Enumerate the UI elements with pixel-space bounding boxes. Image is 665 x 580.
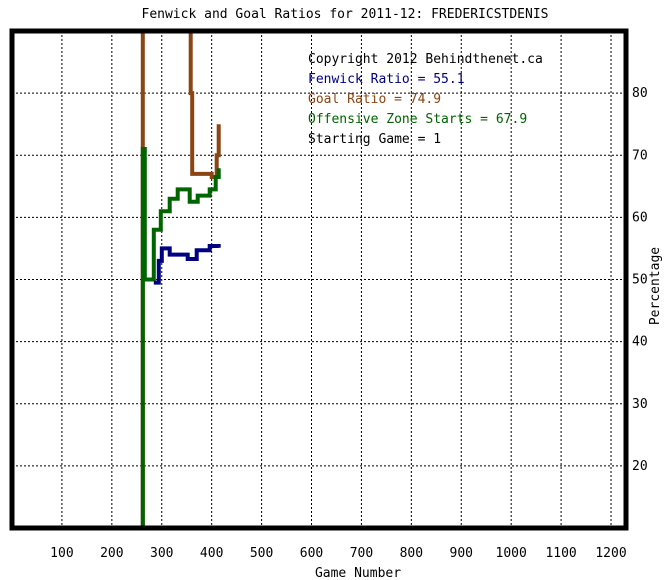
x-tick-label: 300: [150, 546, 173, 561]
fenwick-series-line: [153, 244, 221, 285]
x-tick-labels: 100 200 300 400 500 600 700 800 900 1000 1100 1200: [50, 546, 627, 561]
legend-starting-game: Starting Game = 1: [308, 132, 441, 147]
legend-copyright: Copyright 2012 Behindthenet.ca: [308, 52, 543, 67]
x-tick-label: 500: [250, 546, 273, 561]
x-tick-label: 1000: [496, 546, 527, 561]
x-tick-label: 600: [300, 546, 323, 561]
plot-frame: [9, 28, 629, 531]
x-axis-label: Game Number: [315, 566, 401, 580]
goal-series-line: [188, 31, 221, 179]
x-tick-label: 200: [100, 546, 123, 561]
legend-fenwick: Fenwick Ratio = 55.1: [308, 72, 465, 87]
grid: [12, 31, 626, 528]
y-tick-label: 50: [632, 273, 648, 288]
series-group: [140, 31, 221, 528]
y-axis-label: Percentage: [648, 247, 663, 325]
y-tick-label: 80: [632, 86, 648, 101]
x-tick-label: 800: [400, 546, 423, 561]
x-tick-label: 1100: [545, 546, 576, 561]
legend-ozone: Offensive Zone Starts = 67.9: [308, 112, 527, 127]
x-tick-label: 900: [450, 546, 473, 561]
y-tick-labels: 20 30 40 50 60 70 80: [632, 86, 648, 474]
legend-goal: Goal Ratio = 74.9: [308, 92, 441, 107]
chart-title: Fenwick and Goal Ratios for 2011-12: FRE…: [142, 7, 549, 22]
y-tick-label: 30: [632, 397, 648, 412]
ozone-series-line: [140, 147, 221, 528]
x-tick-label: 400: [200, 546, 223, 561]
y-tick-label: 20: [632, 459, 648, 474]
x-tick-label: 1200: [595, 546, 626, 561]
x-tick-label: 700: [350, 546, 373, 561]
y-tick-label: 40: [632, 335, 648, 350]
y-tick-label: 60: [632, 210, 648, 225]
x-tick-label: 100: [50, 546, 73, 561]
legend: Copyright 2012 Behindthenet.ca Fenwick R…: [308, 52, 543, 147]
y-tick-label: 70: [632, 148, 648, 163]
